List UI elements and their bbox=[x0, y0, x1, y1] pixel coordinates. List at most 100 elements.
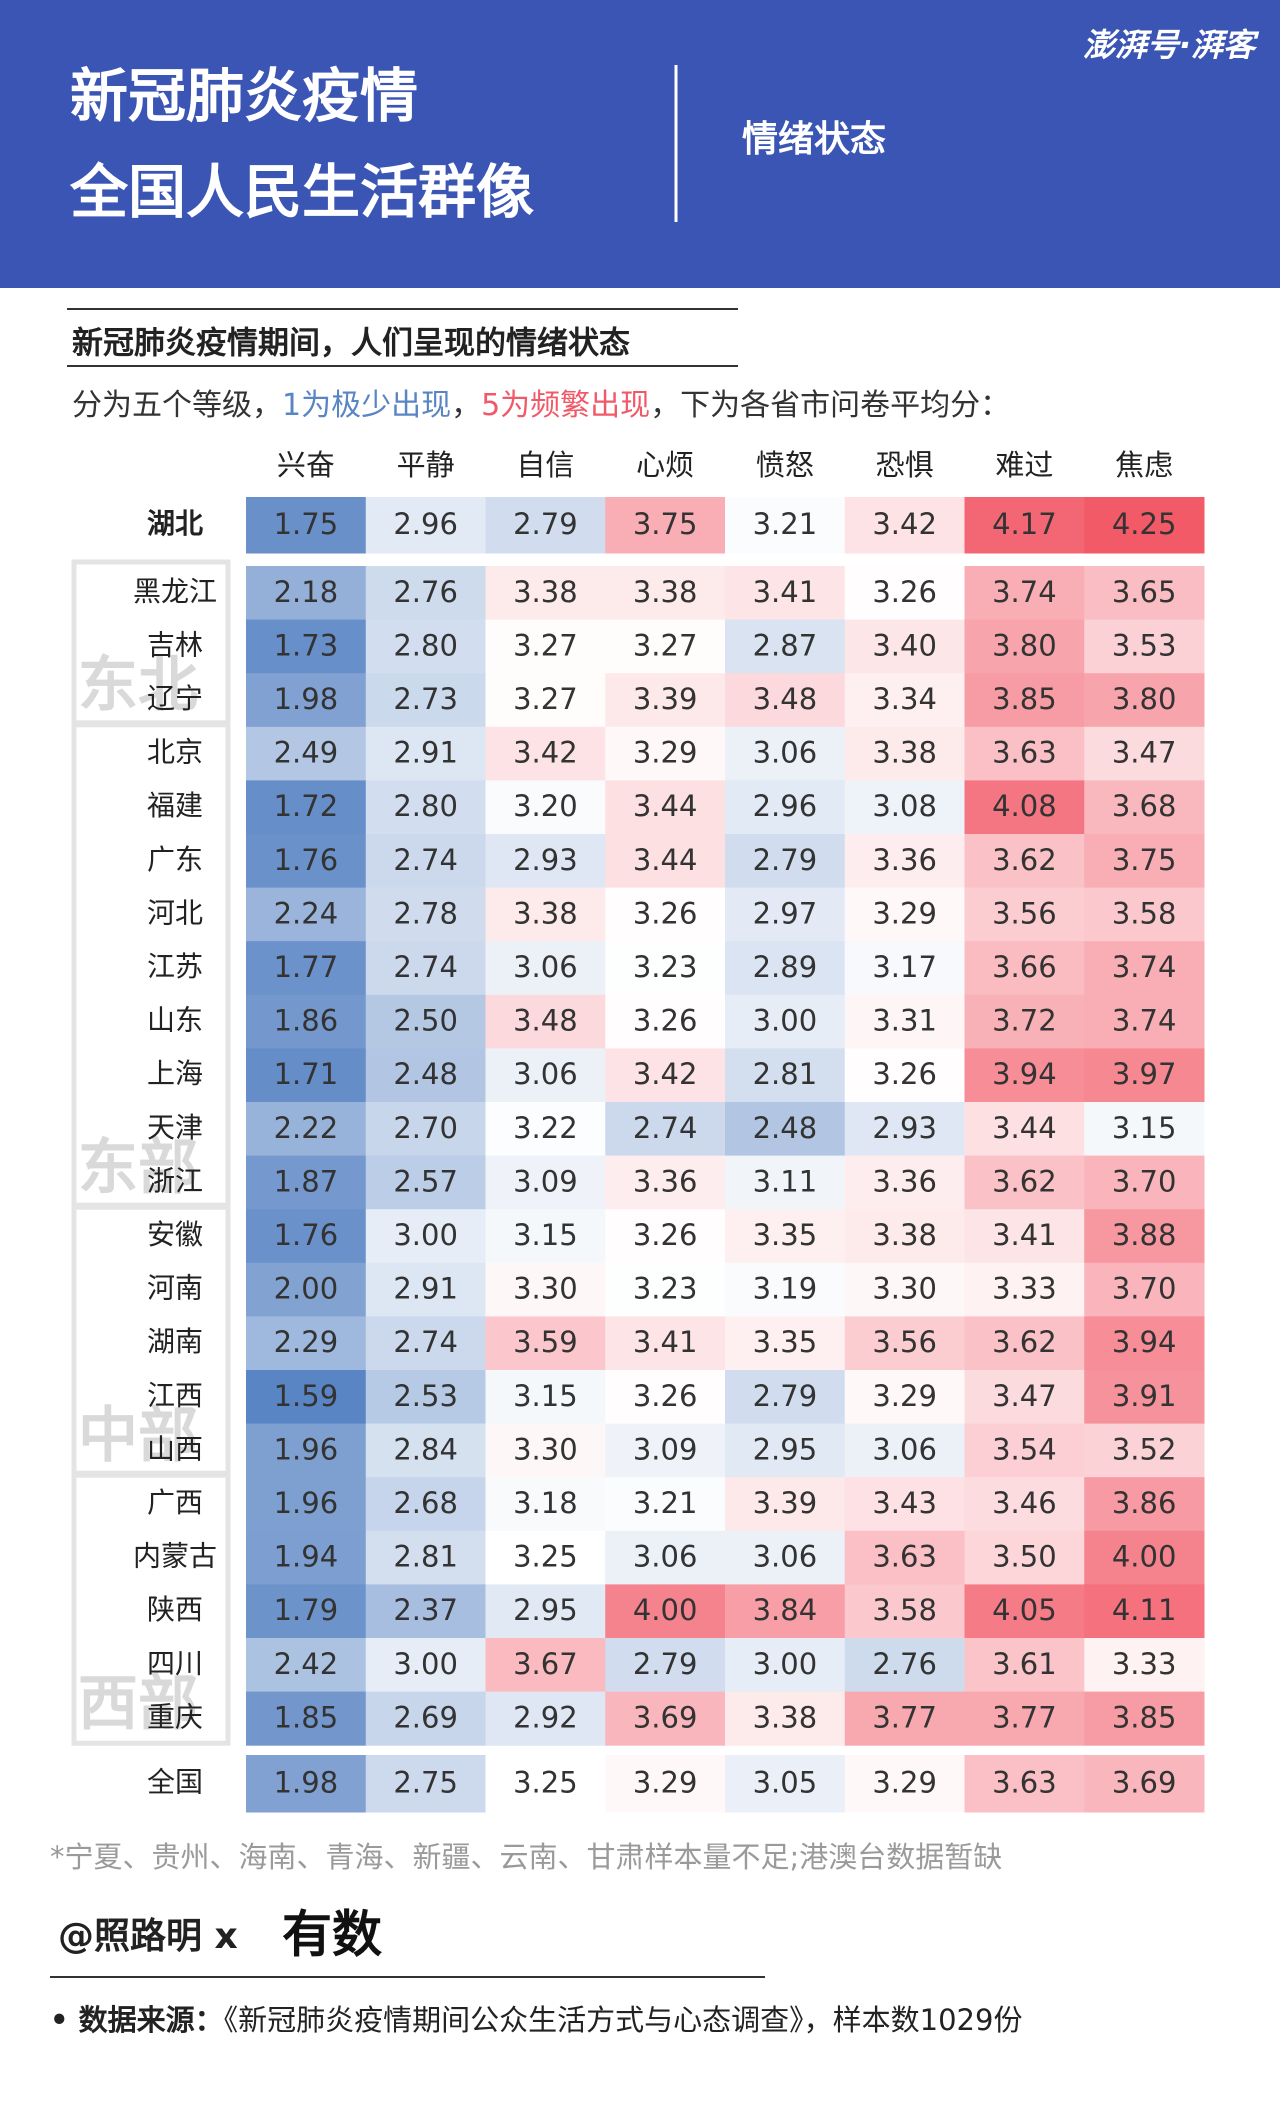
heat-cell bbox=[725, 1102, 846, 1157]
cell-label: 3.15 bbox=[513, 1218, 578, 1252]
cell-label: 3.68 bbox=[1112, 789, 1177, 823]
heat-cell bbox=[964, 1102, 1085, 1157]
heat-cell bbox=[725, 887, 846, 942]
heat-cell bbox=[605, 1530, 726, 1585]
cell-label: 2.48 bbox=[753, 1111, 818, 1145]
cell-label: 3.15 bbox=[1112, 1111, 1177, 1145]
cell-label: 3.29 bbox=[872, 1766, 937, 1800]
heat-cell bbox=[964, 1209, 1085, 1264]
cell-label: 4.05 bbox=[992, 1593, 1057, 1627]
cell-label: 3.67 bbox=[513, 1647, 578, 1681]
heat-cell bbox=[964, 994, 1085, 1049]
heat-cell bbox=[605, 497, 726, 554]
cell-label: 3.27 bbox=[513, 628, 578, 662]
heat-cell bbox=[605, 1209, 726, 1264]
heat-cell bbox=[1084, 673, 1205, 728]
column-header: 难过 bbox=[995, 448, 1053, 482]
heat-cell bbox=[1084, 726, 1205, 781]
heat-cell bbox=[485, 566, 606, 621]
cell-label: 1.98 bbox=[274, 682, 339, 716]
heat-cell bbox=[485, 941, 606, 996]
cell-label: 2.70 bbox=[393, 1111, 458, 1145]
heat-cell bbox=[246, 1048, 367, 1103]
cell-label: 3.25 bbox=[513, 1540, 578, 1574]
heat-cell bbox=[725, 1691, 846, 1746]
cell-label: 3.42 bbox=[633, 1057, 698, 1091]
heat-cell bbox=[844, 1102, 965, 1157]
heat-cell bbox=[725, 1048, 846, 1103]
cell-label: 3.65 bbox=[1112, 575, 1177, 609]
heat-cell bbox=[844, 1262, 965, 1317]
cell-label: 3.66 bbox=[992, 950, 1057, 984]
cell-label: 3.41 bbox=[753, 575, 818, 609]
source-label: • 数据来源： bbox=[50, 2003, 224, 2037]
source: • 数据来源：《新冠肺炎疫情期间公众生活方式与心态调查》，样本数1029份 bbox=[50, 2003, 1022, 2037]
cell-label: 3.31 bbox=[872, 1004, 937, 1038]
heat-cell bbox=[725, 1262, 846, 1317]
heat-cell bbox=[725, 780, 846, 835]
heat-cell bbox=[605, 1370, 726, 1425]
heat-cell bbox=[485, 1755, 606, 1813]
cell-label: 4.00 bbox=[1112, 1540, 1177, 1574]
heat-cell bbox=[365, 1584, 486, 1639]
cell-label: 1.73 bbox=[274, 628, 339, 662]
heat-cell bbox=[605, 1262, 726, 1317]
heat-cell bbox=[605, 566, 726, 621]
cell-label: 2.69 bbox=[393, 1700, 458, 1734]
heat-cell bbox=[725, 1370, 846, 1425]
cell-label: 3.50 bbox=[992, 1540, 1057, 1574]
heat-cell bbox=[1084, 1155, 1205, 1210]
heat-cell bbox=[844, 726, 965, 781]
cell-label: 1.59 bbox=[274, 1379, 339, 1413]
heat-cell bbox=[1084, 1530, 1205, 1585]
heat-cell bbox=[605, 1691, 726, 1746]
heat-cell bbox=[246, 1262, 367, 1317]
cell-label: 3.26 bbox=[633, 896, 698, 930]
cell-label: 2.81 bbox=[393, 1540, 458, 1574]
cell-label: 2.95 bbox=[513, 1593, 578, 1627]
heat-cell bbox=[365, 941, 486, 996]
cell-label: 3.80 bbox=[992, 628, 1057, 662]
heat-cell bbox=[964, 726, 1085, 781]
cell-label: 2.73 bbox=[393, 682, 458, 716]
cell-label: 3.63 bbox=[872, 1540, 937, 1574]
row-label: 黑龙江 bbox=[133, 575, 217, 608]
cell-label: 3.29 bbox=[872, 896, 937, 930]
partner-logo: 有数 bbox=[282, 1906, 382, 1964]
heat-cell bbox=[485, 1370, 606, 1425]
heat-cell bbox=[485, 780, 606, 835]
heat-cell bbox=[365, 1048, 486, 1103]
heat-cell bbox=[605, 1155, 726, 1210]
row-label: 四川 bbox=[147, 1647, 203, 1680]
description-part: ， bbox=[451, 388, 481, 423]
cell-label: 3.74 bbox=[992, 575, 1057, 609]
heat-cell bbox=[844, 1691, 965, 1746]
heat-cell bbox=[246, 1530, 367, 1585]
cell-label: 3.97 bbox=[1112, 1057, 1177, 1091]
heat-cell bbox=[605, 1755, 726, 1813]
heat-cell bbox=[844, 1155, 965, 1210]
heat-cell bbox=[1084, 941, 1205, 996]
cell-label: 3.35 bbox=[753, 1325, 818, 1359]
heat-cell bbox=[365, 1423, 486, 1478]
heat-cell bbox=[1084, 887, 1205, 942]
cell-label: 3.84 bbox=[753, 1593, 818, 1627]
row-label: 北京 bbox=[147, 736, 203, 769]
heat-cell bbox=[844, 566, 965, 621]
heat-cell bbox=[725, 1316, 846, 1371]
heat-cell bbox=[485, 619, 606, 674]
cell-label: 3.26 bbox=[633, 1004, 698, 1038]
cell-label: 2.95 bbox=[753, 1432, 818, 1466]
heat-cell bbox=[1084, 1477, 1205, 1532]
cell-label: 3.21 bbox=[633, 1486, 698, 1520]
cell-label: 2.53 bbox=[393, 1379, 458, 1413]
description-part: 1为极少出现 bbox=[282, 388, 451, 423]
heat-cell bbox=[964, 566, 1085, 621]
heat-cell bbox=[844, 1477, 965, 1532]
region-frame bbox=[71, 1470, 231, 1746]
heat-cell bbox=[485, 994, 606, 1049]
heat-cell bbox=[246, 994, 367, 1049]
heat-cell bbox=[605, 1477, 726, 1532]
heat-cell bbox=[485, 726, 606, 781]
